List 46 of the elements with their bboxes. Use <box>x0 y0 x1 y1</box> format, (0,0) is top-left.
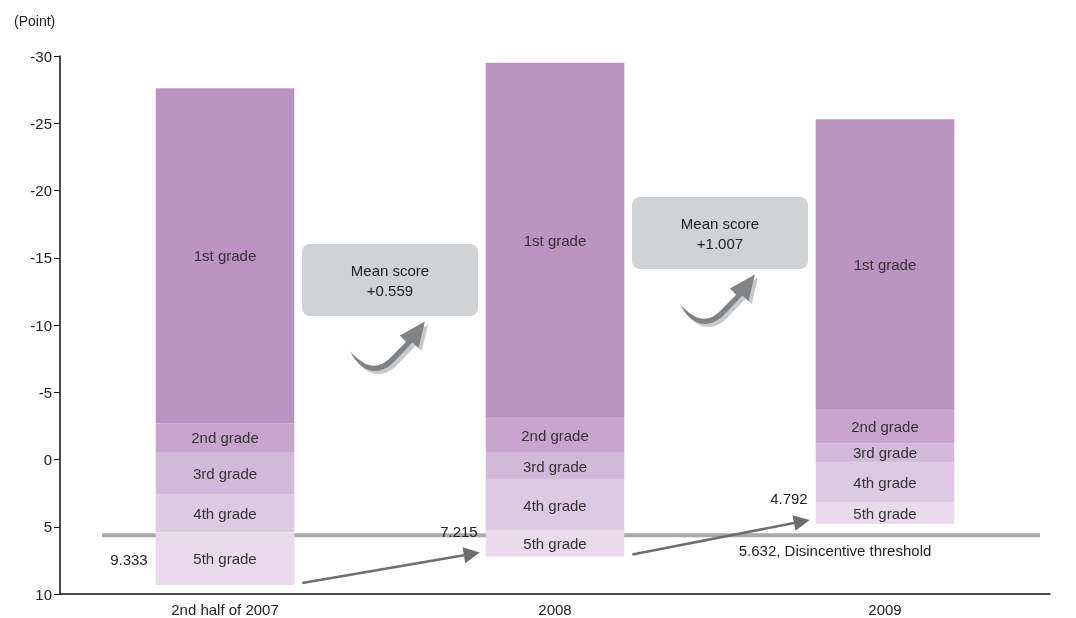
annotation: 7.215 <box>440 522 478 540</box>
series-label: 1st grade <box>523 231 587 249</box>
x-tick-label: 2nd half of 2007 <box>171 601 279 618</box>
y-tick-label: 5 <box>43 518 52 536</box>
bar <box>485 62 625 418</box>
bar <box>155 423 295 453</box>
series-label: 2nd grade <box>191 429 259 447</box>
bar <box>485 452 625 480</box>
y-tick-label: -25 <box>30 114 52 132</box>
text: 2nd grade <box>851 418 919 436</box>
y-tick-label: 10 <box>35 585 52 603</box>
text: 5th grade <box>523 535 587 553</box>
ref-line-label: 5.632, Disincentive threshold <box>738 542 932 560</box>
y-tick-label: -15 <box>30 249 52 267</box>
series-label: 4th grade <box>193 504 257 522</box>
bar <box>815 462 955 503</box>
text: 3rd grade <box>522 457 588 475</box>
annotation: Mean score +1.007 <box>680 214 760 252</box>
y-axis-title: (Point) <box>14 13 56 29</box>
bar <box>155 532 295 586</box>
y-tick-label: -20 <box>30 182 52 199</box>
bar <box>155 88 295 424</box>
x-tick-label: 2009 <box>868 601 902 618</box>
bar <box>155 494 295 533</box>
text: 3rd grade <box>192 465 258 483</box>
annotation: Mean score +0.559 <box>350 261 430 299</box>
annotation: 9.333 <box>110 551 148 569</box>
text: 4th grade <box>853 473 917 491</box>
text: 1st grade <box>853 255 917 273</box>
text: 1st grade <box>193 247 257 265</box>
text: 5th grade <box>193 550 257 568</box>
bar <box>485 417 625 453</box>
bar <box>815 119 955 410</box>
text: 4th grade <box>523 496 587 514</box>
y-tick-label: -30 <box>30 47 52 65</box>
bar <box>485 479 625 531</box>
y-tick-label: -10 <box>30 316 52 334</box>
y-tick-label: -5 <box>38 383 52 401</box>
series-label: 3rd grade <box>852 444 918 462</box>
bar <box>485 530 625 557</box>
x-tick-label: 2008 <box>538 601 572 618</box>
annotation: 4.792 <box>770 489 808 507</box>
text: 2nd grade <box>521 426 589 444</box>
y-tick-label: 0 <box>43 451 52 468</box>
bar <box>155 452 295 495</box>
series-label: 5th grade <box>853 504 917 522</box>
